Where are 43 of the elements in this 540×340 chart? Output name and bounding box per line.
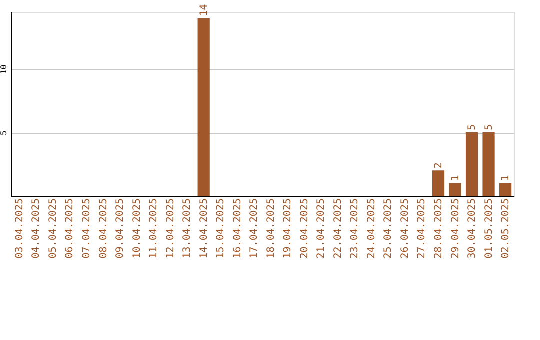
x-tick-label: 19.04.2025	[282, 198, 294, 259]
x-tick-label: 24.04.2025	[366, 198, 378, 259]
x-tick-label: 08.04.2025	[98, 198, 110, 259]
x-tick-label: 07.04.2025	[82, 198, 93, 259]
x-tick-label: 18.04.2025	[266, 198, 277, 259]
x-tick-label: 14.04.2025	[198, 198, 210, 259]
x-tick-label: 25.04.2025	[383, 198, 394, 259]
bar	[466, 132, 478, 196]
x-tick-label: 20.04.2025	[299, 198, 310, 259]
x-tick-label: 22.04.2025	[332, 198, 344, 259]
x-tick-label: 10.04.2025	[132, 198, 143, 259]
data-label: 14	[198, 4, 210, 16]
x-tick-label: 27.04.2025	[416, 198, 428, 259]
x-tick-label: 05.04.2025	[48, 198, 59, 259]
x-tick-label: 02.05.2025	[500, 198, 512, 259]
data-label: 1	[450, 175, 462, 182]
x-tick-label: 09.04.2025	[115, 198, 126, 259]
x-tick-label: 06.04.2025	[64, 198, 76, 259]
bar	[499, 183, 512, 196]
bar	[198, 18, 210, 196]
data-label: 5	[484, 124, 495, 131]
x-tick-label: 11.04.2025	[148, 198, 160, 259]
x-tick-label: 04.04.2025	[31, 198, 42, 259]
x-tick-label: 26.04.2025	[400, 198, 411, 259]
data-label: 2	[433, 162, 444, 169]
x-tick-label: 30.04.2025	[467, 198, 478, 259]
x-tick-label: 16.04.2025	[232, 198, 244, 259]
x-tick-label: 15.04.2025	[216, 198, 227, 259]
bar	[482, 132, 495, 196]
x-tick-label: 12.04.2025	[165, 198, 176, 259]
x-tick-label: 29.04.2025	[450, 198, 462, 259]
y-tick-label: 10	[0, 64, 8, 74]
bar	[432, 170, 445, 196]
data-label: 5	[467, 124, 478, 131]
x-tick-label: 21.04.2025	[316, 198, 328, 259]
x-tick-label: 03.04.2025	[14, 198, 26, 259]
x-tick-label: 13.04.2025	[182, 198, 194, 259]
x-tick-label: 28.04.2025	[433, 198, 444, 259]
bar	[449, 183, 462, 196]
x-tick-label: 23.04.2025	[350, 198, 361, 259]
x-tick-label: 17.04.2025	[249, 198, 260, 259]
data-label: 1	[500, 175, 512, 182]
x-tick-label: 01.05.2025	[484, 198, 495, 259]
